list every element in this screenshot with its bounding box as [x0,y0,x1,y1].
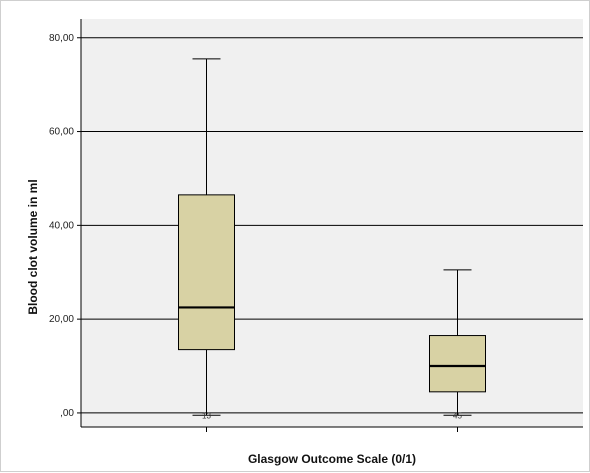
y-tick-label: 60,00 [49,127,74,138]
y-tick-label: 40,00 [49,220,74,231]
box-iqr [429,335,486,393]
box-group: 13 [178,58,235,420]
grid-lines [77,37,583,414]
y-tick-label: ,00 [60,408,74,419]
box-label: 13 [202,411,211,420]
x-axis-title: Glasgow Outcome Scale (0/1) [248,452,416,466]
y-tick-label: 20,00 [49,314,74,325]
box-iqr [178,194,235,351]
x-ticks [206,427,458,432]
box-label: 45 [453,411,462,420]
plot-area [81,19,583,427]
y-tick-label: 80,00 [49,33,74,44]
y-axis-title: Blood clot volume in ml [26,179,40,314]
y-tick-labels: ,00 20,00 40,00 60,00 80,00 [49,33,74,419]
box-group: 45 [429,269,486,420]
boxes: 13 45 [178,58,486,420]
axes [80,19,583,428]
